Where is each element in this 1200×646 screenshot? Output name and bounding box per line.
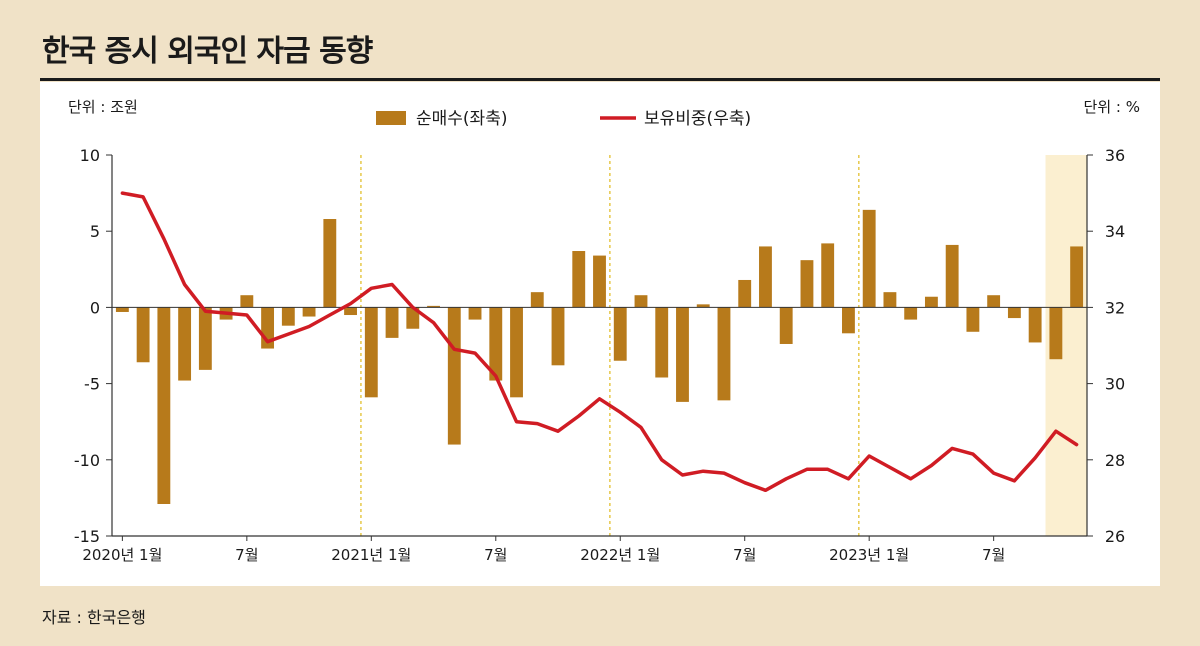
net-buying-bar [655, 307, 669, 378]
net-buying-bar [302, 307, 316, 317]
net-buying-bar [945, 244, 959, 308]
left-tick-label: -5 [84, 375, 100, 394]
net-buying-bar [385, 307, 399, 338]
net-buying-bar [987, 295, 1001, 308]
legend-line-label: 보유비중(우축) [644, 109, 751, 129]
right-tick-label: 34 [1105, 222, 1125, 241]
net-buying-bar [738, 279, 752, 308]
net-buying-bar [281, 307, 295, 326]
net-buying-bar [447, 307, 461, 445]
right-tick-label: 26 [1105, 527, 1125, 546]
left-tick-label: 0 [90, 298, 100, 317]
x-tick-label: 2020년 1월 [82, 546, 162, 564]
net-buying-bar [115, 307, 129, 312]
source-note: 자료 : 한국은행 [42, 608, 146, 627]
net-buying-bar [634, 295, 648, 308]
net-buying-bar [198, 307, 212, 370]
net-buying-bar [779, 307, 793, 344]
net-buying-bar [696, 304, 710, 308]
net-buying-bar [1070, 246, 1084, 308]
net-buying-bar [136, 307, 150, 363]
net-buying-bar [676, 307, 689, 402]
net-buying-bar [178, 307, 192, 381]
net-buying-bar [613, 307, 627, 361]
net-buying-bar [530, 292, 544, 308]
chart-panel: 10 5 0 -5 -10 -15 36 34 32 30 28 26 2020년 1월 7월 2021년 … [40, 82, 1160, 586]
right-tick-label: 36 [1105, 146, 1125, 165]
net-buying-bar [717, 307, 731, 401]
net-buying-bar [468, 307, 482, 320]
net-buying-bar [759, 246, 772, 308]
net-buying-bar [489, 307, 503, 381]
page-title: 한국 증시 외국인 자금 동향 [42, 34, 373, 69]
ownership-share-line [120, 191, 1079, 493]
net-buying-bar [924, 296, 938, 308]
x-tick-label: 2022년 1월 [580, 546, 660, 564]
net-buying-bar [427, 305, 440, 308]
net-buying-bar [240, 295, 254, 308]
net-buying-bar [551, 307, 565, 366]
right-tick-label: 32 [1105, 298, 1125, 317]
x-tick-label: 2023년 1월 [829, 546, 909, 564]
legend-bar-swatch [376, 111, 406, 125]
net-buying-bar [1028, 307, 1042, 343]
net-buying-bar [842, 307, 855, 334]
right-tick-label: 30 [1105, 375, 1125, 394]
right-unit-label: 단위 : % [1084, 98, 1140, 116]
net-buying-bar [800, 260, 814, 308]
net-buying-bar [157, 307, 171, 504]
right-tick-label: 28 [1105, 451, 1125, 470]
net-buying-bar [593, 255, 606, 308]
left-tick-label: 10 [80, 146, 100, 165]
net-buying-bar [1049, 307, 1063, 360]
x-tick-label: 7월 [235, 546, 258, 564]
left-tick-label: -15 [74, 527, 100, 546]
net-buying-bar [1007, 307, 1021, 319]
net-buying-bar [344, 307, 357, 316]
x-tick-label: 7월 [982, 546, 1005, 564]
combo-chart: 10 5 0 -5 -10 -15 36 34 32 30 28 26 2020년 1월 7월 2021년 … [68, 98, 1140, 564]
net-buying-bar [966, 307, 980, 332]
net-buying-bar [572, 251, 586, 308]
x-tick-label: 2021년 1월 [331, 546, 411, 564]
left-unit-label: 단위 : 조원 [68, 98, 138, 116]
net-buying-bar [510, 307, 523, 398]
left-tick-label: 5 [90, 222, 100, 241]
net-buying-bar [364, 307, 378, 398]
net-buying-bar [323, 219, 337, 308]
net-buying-bar [406, 307, 420, 329]
net-buying-bar [862, 209, 876, 308]
title-divider [40, 78, 1160, 81]
net-buying-bar [904, 307, 918, 320]
net-buying-bar [821, 243, 835, 308]
x-tick-label: 7월 [484, 546, 507, 564]
x-tick-label: 7월 [733, 546, 756, 564]
legend-bar-label: 순매수(좌축) [416, 109, 507, 129]
left-tick-label: -10 [74, 451, 100, 470]
net-buying-bar [883, 292, 897, 308]
